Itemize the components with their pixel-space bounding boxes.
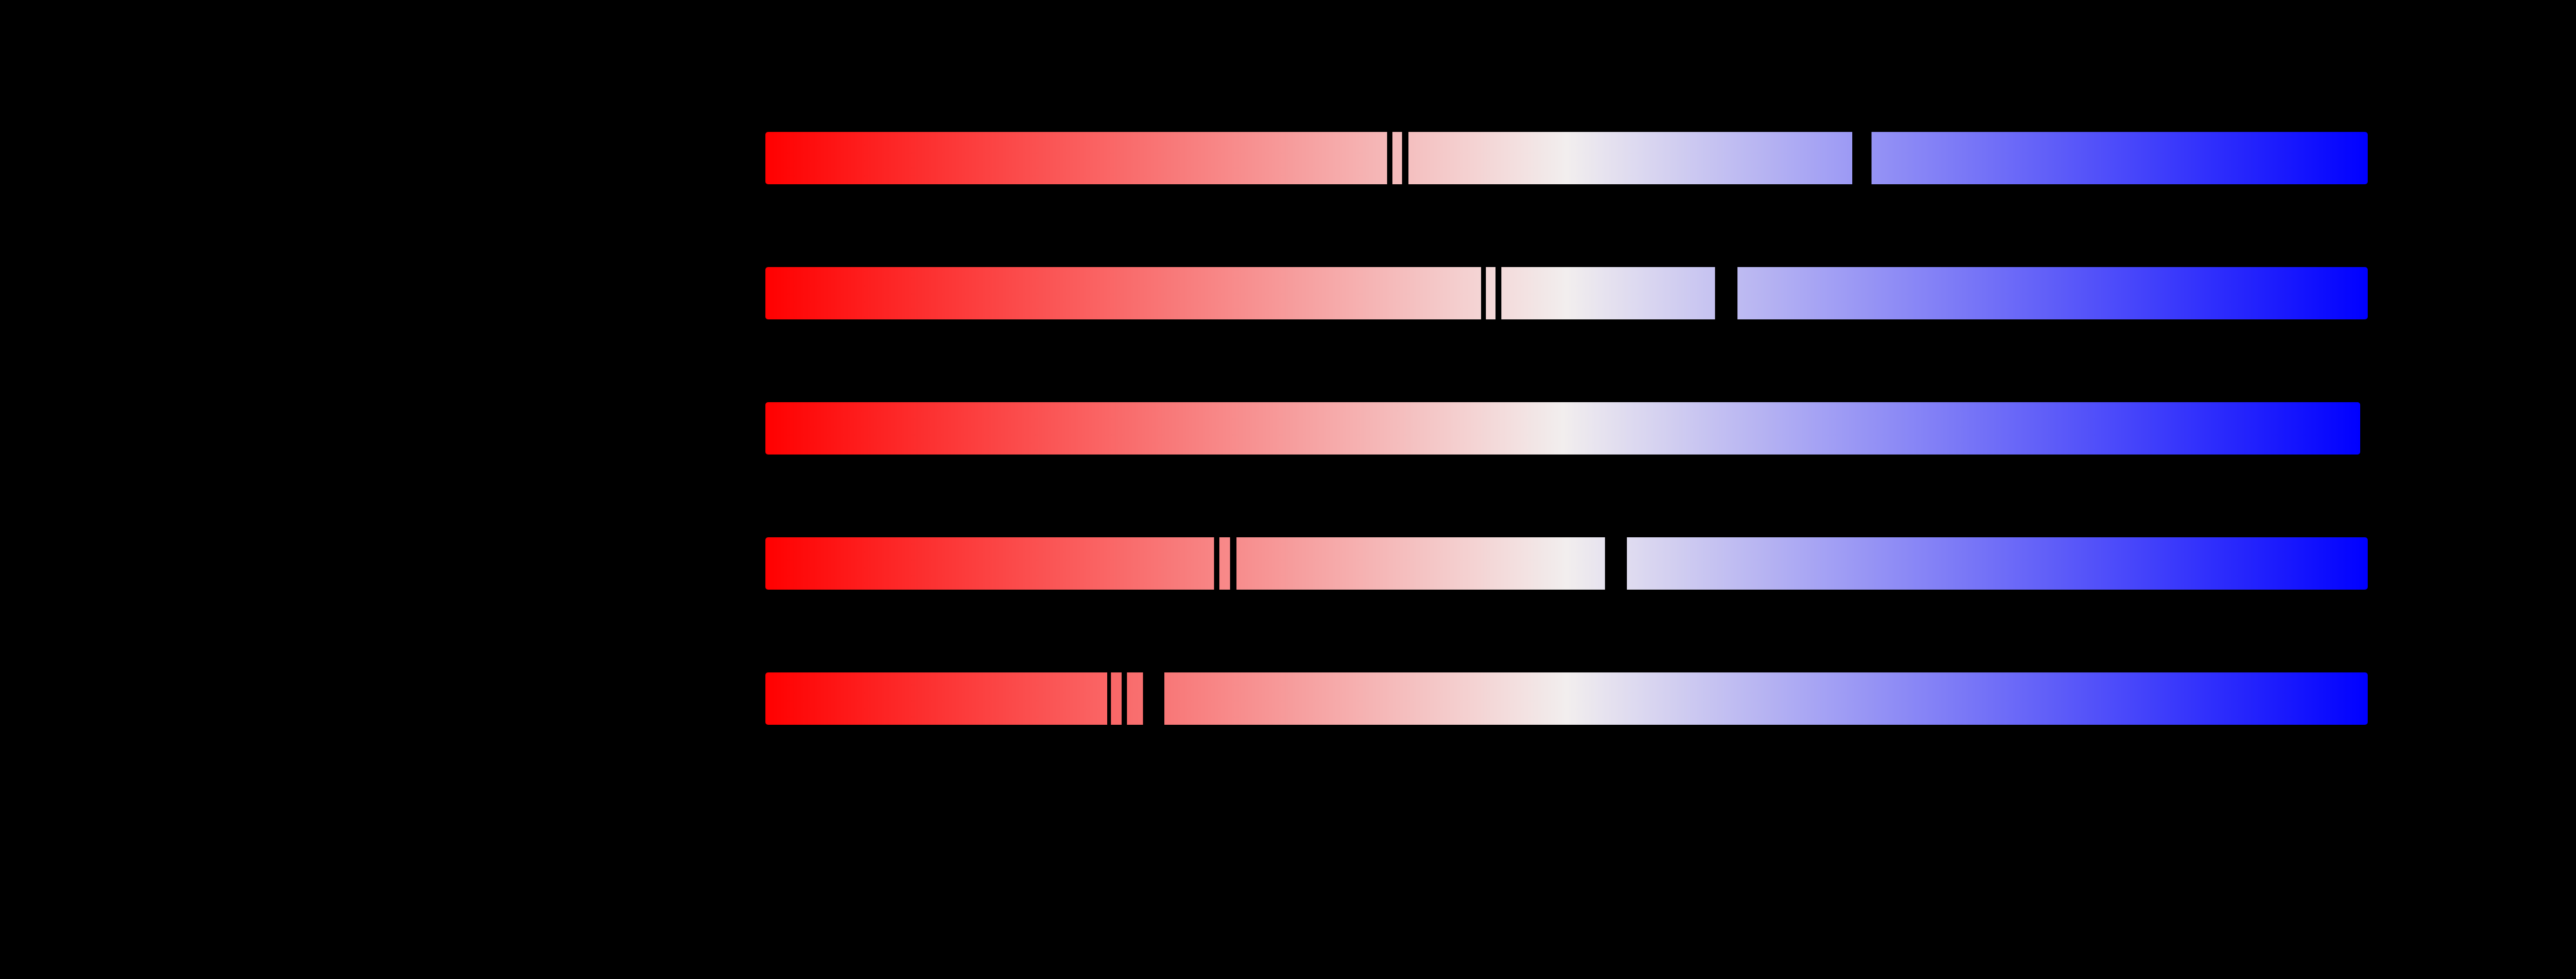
tick-marker — [1496, 267, 1501, 319]
gradient-bar-row-3 — [765, 402, 2360, 455]
tick-marker — [1107, 672, 1111, 725]
gradient-bar-row-5 — [765, 672, 2368, 725]
gradient-bar-row-4 — [765, 537, 2368, 590]
gap-band-marker — [1143, 672, 1164, 725]
gradient-bar-row-1 — [765, 132, 2368, 184]
gap-band-marker — [1605, 537, 1627, 590]
tick-marker — [1214, 537, 1219, 590]
gap-band-marker — [1715, 267, 1737, 319]
gradient-bar-row-2 — [765, 267, 2368, 319]
tick-marker — [1402, 132, 1408, 184]
gap-band-marker — [1852, 132, 1872, 184]
tick-marker — [1387, 132, 1392, 184]
tick-marker — [1481, 267, 1486, 319]
tick-marker — [1122, 672, 1127, 725]
tick-marker — [1230, 537, 1236, 590]
